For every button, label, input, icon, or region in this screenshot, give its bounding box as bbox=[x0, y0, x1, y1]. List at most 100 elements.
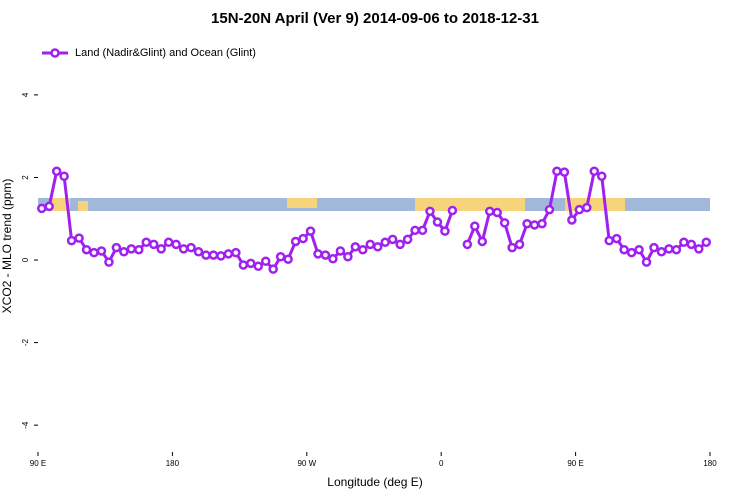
data-point bbox=[641, 257, 652, 267]
data-point bbox=[694, 244, 704, 254]
chart-title: 15N-20N April (Ver 9) 2014-09-06 to 2018… bbox=[211, 10, 539, 27]
y-tick-label: -4 bbox=[21, 421, 30, 429]
data-point bbox=[208, 250, 219, 260]
data-point bbox=[552, 166, 562, 177]
x-tick-label: 90 W bbox=[297, 459, 316, 468]
data-point bbox=[320, 250, 331, 260]
data-point bbox=[104, 257, 114, 267]
data-point bbox=[350, 242, 361, 252]
data-point bbox=[260, 256, 271, 267]
data-point bbox=[365, 239, 376, 250]
data-point bbox=[686, 239, 697, 250]
data-point bbox=[96, 246, 107, 256]
legend-label: Land (Nadir&Glint) and Ocean (Glint) bbox=[75, 47, 256, 59]
data-point bbox=[126, 244, 137, 254]
data-point bbox=[664, 244, 674, 254]
data-point bbox=[119, 247, 129, 257]
y-tick-label: 4 bbox=[21, 92, 30, 97]
data-point bbox=[462, 239, 473, 250]
map-band bbox=[38, 198, 710, 211]
data-point bbox=[246, 258, 256, 269]
data-point bbox=[305, 226, 316, 236]
x-tick-label: 180 bbox=[166, 459, 180, 468]
data-point bbox=[619, 244, 629, 255]
data-point bbox=[499, 218, 510, 228]
data-point bbox=[253, 261, 264, 271]
x-tick-label: 90 E bbox=[30, 459, 46, 468]
data-point bbox=[477, 236, 488, 247]
data-point bbox=[36, 203, 47, 214]
data-point bbox=[148, 239, 159, 250]
data-point bbox=[268, 264, 278, 274]
data-point bbox=[74, 233, 84, 243]
data-point bbox=[440, 226, 450, 236]
y-tick-label: -2 bbox=[21, 338, 30, 346]
data-point bbox=[410, 225, 420, 236]
x-axis-label: Longitude (deg E) bbox=[327, 475, 422, 489]
data-point bbox=[313, 249, 323, 259]
data-point bbox=[89, 247, 99, 258]
data-point bbox=[492, 207, 502, 218]
land-patch bbox=[415, 198, 525, 211]
data-point bbox=[193, 247, 204, 257]
data-point bbox=[275, 251, 286, 262]
data-point bbox=[178, 244, 189, 254]
data-point bbox=[402, 234, 413, 245]
data-point bbox=[298, 233, 308, 244]
data-point bbox=[529, 220, 540, 230]
data-point bbox=[649, 242, 659, 253]
data-point bbox=[507, 242, 517, 253]
data-point bbox=[66, 235, 77, 246]
data-point bbox=[522, 218, 532, 229]
data-point bbox=[156, 244, 166, 254]
data-point bbox=[186, 242, 196, 253]
data-point bbox=[567, 215, 577, 225]
data-point bbox=[290, 236, 301, 247]
data-point bbox=[626, 247, 637, 258]
data-point bbox=[163, 237, 174, 248]
data-point bbox=[417, 225, 428, 236]
data-point bbox=[387, 234, 398, 245]
data-point bbox=[514, 239, 525, 250]
x-tick-label: 0 bbox=[439, 459, 444, 468]
data-point bbox=[44, 201, 54, 212]
data-point bbox=[335, 246, 346, 256]
land-patch bbox=[287, 198, 317, 208]
data-point bbox=[447, 205, 458, 216]
data-point bbox=[358, 244, 368, 255]
data-point bbox=[559, 167, 570, 177]
data-point bbox=[432, 217, 443, 227]
data-point bbox=[604, 235, 614, 246]
data-point bbox=[484, 206, 495, 217]
legend-marker bbox=[50, 48, 60, 58]
data-point bbox=[111, 242, 122, 253]
data-point bbox=[671, 244, 682, 255]
data-point bbox=[701, 237, 712, 248]
ocean-band bbox=[38, 198, 710, 211]
data-point bbox=[380, 237, 390, 248]
data-point bbox=[238, 260, 249, 270]
land-patch bbox=[50, 198, 70, 211]
x-tick-label: 90 E bbox=[567, 459, 583, 468]
y-axis-label: XCO2 - MLO trend (ppm) bbox=[0, 179, 14, 314]
data-point bbox=[679, 237, 689, 248]
data-point bbox=[574, 204, 585, 215]
data-point bbox=[611, 233, 622, 244]
data-point bbox=[134, 244, 144, 255]
data-point bbox=[589, 166, 600, 177]
data-point bbox=[328, 254, 338, 264]
data-point bbox=[596, 171, 607, 181]
data-point bbox=[51, 166, 62, 177]
data-point bbox=[656, 247, 667, 257]
data-point bbox=[283, 254, 293, 264]
x-tick-label: 180 bbox=[703, 459, 717, 468]
data-point bbox=[582, 202, 592, 213]
data-point bbox=[537, 218, 547, 229]
data-point bbox=[425, 206, 435, 217]
data-point bbox=[231, 247, 241, 258]
data-point bbox=[634, 244, 644, 255]
data-point bbox=[395, 239, 405, 250]
land-patch bbox=[565, 198, 625, 211]
y-tick-label: 2 bbox=[21, 175, 30, 180]
